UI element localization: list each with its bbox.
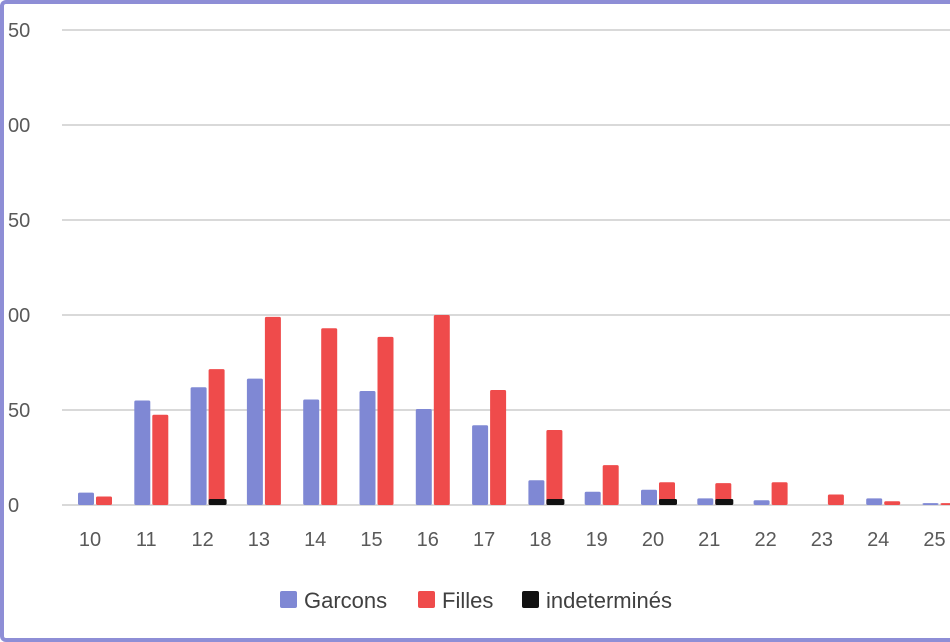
y-tick-label: 50 xyxy=(8,20,30,42)
legend-label: Garcons xyxy=(304,588,387,613)
legend-label: Filles xyxy=(442,588,493,613)
y-tick-label: 50 xyxy=(8,210,30,232)
legend: Garcons Filles indeterminés xyxy=(280,588,672,613)
bar-garcons xyxy=(753,500,770,505)
bar-garcons xyxy=(415,409,432,505)
bar-filles xyxy=(827,494,844,505)
x-tick-label: 15 xyxy=(360,529,382,551)
bar-garcons xyxy=(190,387,207,505)
bar-garcons xyxy=(922,503,939,505)
bar-filles xyxy=(602,465,619,505)
bar-indetermins xyxy=(715,499,734,505)
x-tick-label: 25 xyxy=(923,529,945,551)
legend-label: indeterminés xyxy=(546,588,672,613)
bar-filles xyxy=(490,390,507,505)
y-tick-label: 00 xyxy=(8,115,30,137)
bar-garcons xyxy=(359,391,376,505)
y-tick-label: 0 xyxy=(8,495,19,517)
bar-garcons xyxy=(303,399,320,505)
bar-indetermins xyxy=(546,499,565,505)
bar-indetermins xyxy=(659,499,677,505)
bar-garcons xyxy=(472,425,489,505)
x-tick-label: 19 xyxy=(586,529,608,551)
bar-indetermins xyxy=(208,499,227,505)
x-tick-label: 10 xyxy=(79,529,101,551)
bar-garcons xyxy=(584,491,601,505)
bar-filles xyxy=(884,501,901,505)
legend-swatch xyxy=(522,591,539,608)
bar-garcons xyxy=(134,400,151,505)
y-tick-label: 50 xyxy=(8,400,30,422)
legend-swatch xyxy=(280,591,297,608)
x-tick-label: 23 xyxy=(811,529,833,551)
bar-filles xyxy=(546,429,563,505)
bar-filles xyxy=(377,336,394,505)
x-tick-label: 17 xyxy=(473,529,495,551)
x-tick-label: 16 xyxy=(417,529,439,551)
bar-garcons xyxy=(866,498,883,505)
x-tick-label: 20 xyxy=(642,529,664,551)
bar-filles xyxy=(208,369,225,505)
bar-filles xyxy=(771,482,788,505)
bar-garcons xyxy=(246,378,263,505)
bar-garcons xyxy=(528,480,545,505)
y-axis-tick-labels: 0 50 00 50 00 50 xyxy=(8,20,30,517)
bars xyxy=(78,315,950,505)
x-tick-label: 24 xyxy=(867,529,889,551)
x-tick-label: 14 xyxy=(304,529,326,551)
x-tick-label: 13 xyxy=(248,529,270,551)
legend-swatch xyxy=(418,591,435,608)
bar-garcons xyxy=(697,498,714,505)
bar-filles xyxy=(940,503,950,505)
y-tick-label: 00 xyxy=(8,305,30,327)
x-tick-label: 12 xyxy=(191,529,213,551)
bar-filles xyxy=(152,414,169,505)
bar-garcons xyxy=(641,489,657,505)
bar-filles xyxy=(433,315,450,505)
bar-filles xyxy=(321,328,338,505)
bar-filles xyxy=(264,316,281,505)
x-tick-label: 22 xyxy=(754,529,776,551)
bar-filles xyxy=(96,496,112,505)
x-axis-tick-labels: 10 11 12 13 14 15 16 17 18 19 20 21 22 23 24 25 xyxy=(79,529,946,551)
x-tick-label: 18 xyxy=(529,529,551,551)
bar-garcons xyxy=(78,492,94,505)
x-tick-label: 21 xyxy=(698,529,720,551)
x-tick-label: 11 xyxy=(136,529,157,551)
